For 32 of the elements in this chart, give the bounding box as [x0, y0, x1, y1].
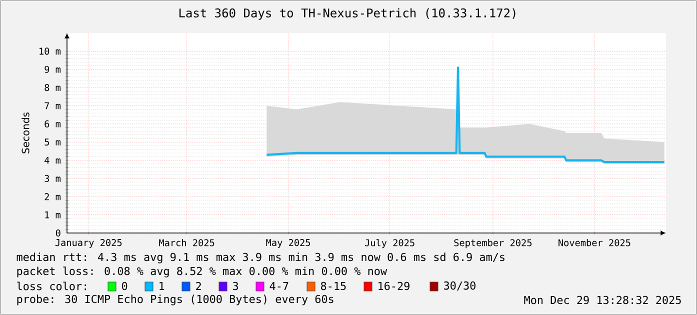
text: 0 — [122, 282, 128, 290]
y-tick-label: 6 m — [44, 120, 60, 128]
x-tick-label: September 2025 — [454, 239, 532, 248]
text: 4-7 — [270, 282, 288, 290]
y-tick-label: 7 m — [44, 102, 60, 110]
chart-title: Last 360 Days to TH-Nexus-Petrich (10.33.1.172) — [179, 8, 516, 20]
text: packet loss: 0.08 % avg 8.52 % max 0.00 % min 0.00 % now — [17, 266, 388, 278]
y-tick-label: 4 m — [44, 156, 60, 164]
text: 8-15 — [320, 282, 346, 290]
y-tick-label: 8 m — [44, 84, 60, 92]
text: median rtt: 4.3 ms avg 9.1 ms max 3.9 ms min 3.9 ms now 0.6 ms sd 6.9 am/s — [16, 252, 504, 264]
text: 16-29 — [378, 282, 410, 290]
x-tick-label: November 2025 — [558, 239, 630, 246]
y-axis-title: Seconds — [22, 112, 30, 154]
text: loss color: — [17, 282, 86, 290]
x-tick-label: January 2025 — [55, 239, 122, 248]
y-tick-label: 5 m — [44, 138, 60, 146]
text: Mon Dec 29 13:28:32 2025 — [524, 296, 681, 304]
y-tick-label: 10 m — [40, 48, 60, 55]
y-tick-label: 1 m — [45, 211, 60, 218]
x-tick-label: May 2025 — [266, 239, 310, 248]
y-tick-label: 9 m — [44, 66, 60, 73]
x-tick-label: March 2025 — [159, 239, 214, 246]
y-tick-label: 2 m — [44, 193, 60, 200]
text: probe: 30 ICMP Echo Pings (1000 Bytes) every 60s — [17, 294, 334, 306]
text: 1 — [160, 282, 164, 290]
text: 3 — [233, 282, 238, 290]
text: 30/30 — [444, 281, 476, 291]
x-tick-label: July 2025 — [365, 239, 414, 248]
text: 2 — [196, 282, 201, 290]
y-tick-label: 0 — [56, 229, 60, 237]
y-tick-label: 3 m — [44, 174, 60, 182]
